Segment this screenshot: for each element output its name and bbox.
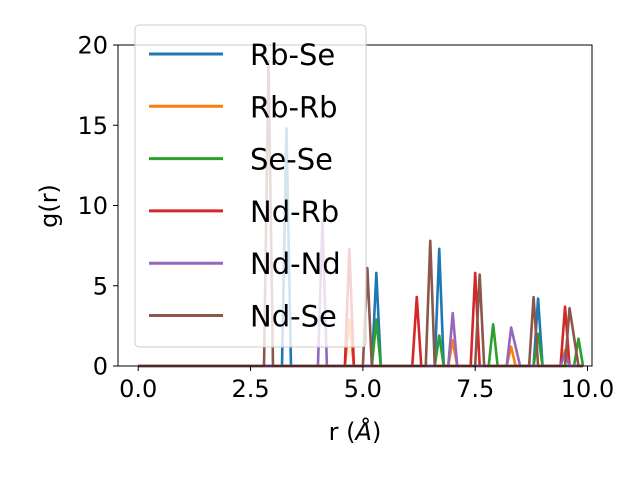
y-tick-label: 10 (77, 192, 108, 220)
legend-label: Nd-Se (250, 300, 337, 334)
legend: Rb-Se Rb-Rb Se-Se Nd-Rb Nd-Nd Nd-Se (134, 24, 367, 348)
y-tick-label: 15 (77, 112, 108, 140)
y-axis-ticks: 0 5 10 15 20 (77, 32, 118, 381)
legend-label: Rb-Rb (250, 90, 338, 124)
x-axis-label: r (Å) (329, 417, 382, 446)
x-tick-label: 2.5 (231, 375, 269, 403)
legend-label: Se-Se (250, 143, 333, 177)
x-tick-label: 0.0 (119, 375, 157, 403)
legend-label: Rb-Se (250, 38, 335, 72)
legend-label: Nd-Rb (250, 195, 339, 229)
legend-entries: Rb-Se Rb-Rb Se-Se Nd-Rb Nd-Nd Nd-Se (149, 38, 341, 334)
x-tick-label: 7.5 (456, 375, 494, 403)
x-axis-ticks: 0.0 2.5 5.0 7.5 10.0 (119, 366, 614, 403)
y-tick-label: 20 (77, 32, 108, 60)
y-tick-label: 5 (93, 272, 108, 300)
x-tick-label: 10.0 (561, 375, 614, 403)
y-tick-label: 0 (93, 353, 108, 381)
x-tick-label: 5.0 (344, 375, 382, 403)
y-axis-label: g(r) (35, 184, 63, 228)
legend-label: Nd-Nd (250, 247, 341, 281)
